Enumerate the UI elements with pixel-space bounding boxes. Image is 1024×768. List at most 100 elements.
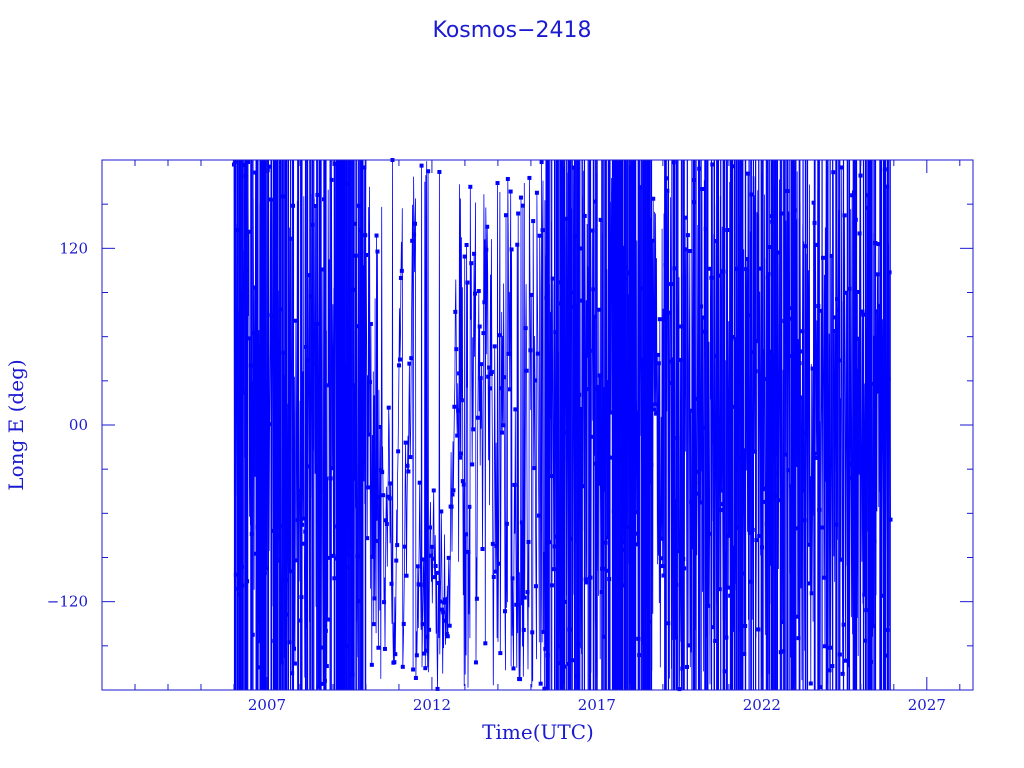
data-point: [632, 446, 637, 451]
data-point: [307, 384, 312, 389]
data-point: [275, 533, 280, 538]
data-point: [518, 195, 523, 200]
data-point: [232, 159, 237, 164]
data-point: [786, 468, 791, 473]
data-point: [234, 393, 239, 398]
data-point: [877, 303, 882, 308]
data-point: [465, 280, 470, 285]
data-point: [710, 162, 715, 167]
data-point: [352, 221, 357, 226]
data-point: [523, 326, 528, 331]
data-point: [462, 254, 467, 259]
data-point: [664, 176, 669, 181]
data-point: [614, 577, 619, 582]
data-point: [819, 308, 824, 313]
data-point: [351, 287, 356, 292]
data-point: [536, 513, 541, 518]
data-point: [407, 361, 412, 366]
data-point: [637, 653, 642, 658]
data-point: [858, 173, 863, 178]
data-point: [337, 164, 342, 169]
data-point: [622, 583, 627, 588]
data-point: [257, 639, 262, 644]
data-point: [811, 200, 816, 205]
data-point: [410, 238, 415, 243]
data-point: [831, 170, 836, 175]
data-point: [538, 681, 543, 686]
data-point: [759, 266, 764, 271]
x-axis-label: Time(UTC): [482, 720, 594, 744]
data-point: [783, 452, 788, 457]
data-point: [375, 249, 380, 254]
data-point: [573, 234, 578, 239]
data-point: [240, 583, 245, 588]
data-point: [402, 544, 407, 549]
data-point: [498, 651, 503, 656]
data-point: [413, 676, 418, 681]
data-point: [550, 276, 555, 281]
data-point: [662, 317, 667, 322]
data-point: [384, 522, 389, 527]
data-point: [698, 500, 703, 505]
data-point: [598, 217, 603, 222]
data-point: [487, 365, 492, 370]
data-point: [561, 387, 566, 392]
data-point: [282, 375, 287, 380]
data-point: [739, 380, 744, 385]
data-point: [677, 687, 682, 692]
data-point: [396, 449, 401, 454]
data-point: [455, 433, 460, 438]
data-point: [639, 286, 644, 291]
data-point: [716, 273, 721, 278]
data-point: [642, 239, 647, 244]
data-point: [344, 181, 349, 186]
data-point: [700, 315, 705, 320]
data-point: [792, 208, 797, 213]
data-point: [725, 228, 730, 233]
data-point: [547, 540, 552, 545]
data-point: [726, 585, 731, 590]
data-point: [409, 356, 414, 361]
data-point: [593, 199, 598, 204]
data-point: [526, 539, 531, 544]
data-point: [488, 386, 493, 391]
data-point: [584, 580, 589, 585]
data-point: [604, 433, 609, 438]
data-point: [718, 508, 723, 513]
data-point: [473, 660, 478, 665]
data-point: [579, 406, 584, 411]
data-point: [544, 295, 549, 300]
data-point: [408, 455, 413, 460]
data-point: [259, 520, 264, 525]
data-point: [432, 575, 437, 580]
data-point: [418, 582, 423, 587]
data-point: [746, 313, 751, 318]
data-point: [501, 423, 506, 428]
data-point: [414, 653, 419, 658]
data-point: [266, 164, 271, 169]
data-point: [829, 253, 834, 258]
data-point: [668, 359, 673, 364]
data-point: [412, 232, 417, 237]
data-point: [481, 331, 486, 336]
data-point: [430, 556, 435, 561]
data-point: [262, 571, 267, 576]
data-point: [363, 233, 368, 238]
data-point: [802, 518, 807, 523]
data-point: [763, 486, 768, 491]
data-point: [837, 652, 842, 657]
data-point: [658, 556, 663, 561]
data-point: [592, 314, 597, 319]
y-tick-label: −120: [47, 593, 88, 611]
data-point: [756, 627, 761, 632]
data-point: [381, 493, 386, 498]
data-point: [531, 219, 536, 224]
data-point: [594, 461, 599, 466]
data-point: [397, 357, 402, 362]
data-point: [705, 516, 710, 521]
data-point: [563, 599, 568, 604]
data-point: [297, 493, 302, 498]
data-point: [888, 517, 893, 522]
data-point: [752, 449, 757, 454]
data-point: [254, 551, 259, 556]
